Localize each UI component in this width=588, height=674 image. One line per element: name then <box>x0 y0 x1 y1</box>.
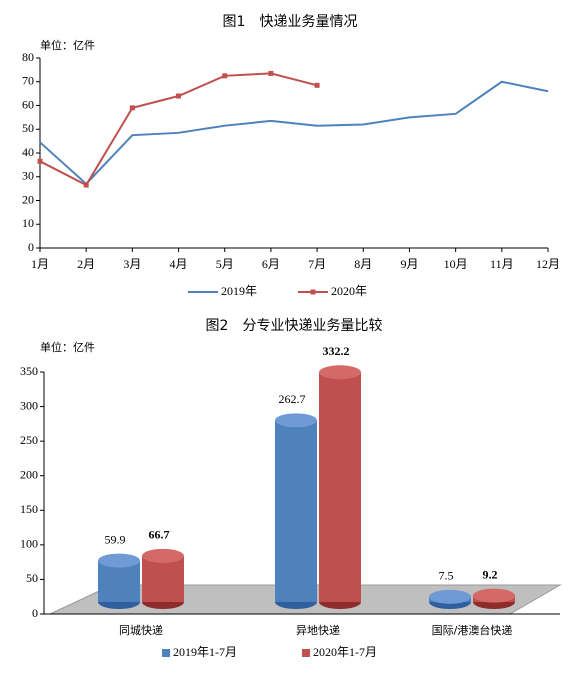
bar-top <box>473 588 515 603</box>
y-tick-label: 250 <box>20 433 38 447</box>
x-tick-label: 11月 <box>490 257 514 271</box>
y-tick-label: 80 <box>22 50 34 64</box>
legend-label: 2020年 <box>331 284 367 298</box>
x-tick-label: 9月 <box>400 257 418 271</box>
value-label: 262.7 <box>279 392 306 406</box>
bar-top <box>319 365 361 380</box>
unit-label: 单位：亿件 <box>40 340 95 354</box>
point <box>37 158 43 164</box>
y-tick-label: 150 <box>20 502 38 516</box>
point <box>268 70 274 76</box>
y-tick-label: 50 <box>22 121 34 135</box>
y-tick-label: 0 <box>28 240 34 254</box>
point <box>314 82 320 88</box>
value-label: 66.7 <box>149 528 170 542</box>
x-tick-label: 4月 <box>170 257 188 271</box>
x-tick-label: 1月 <box>31 257 49 271</box>
y-tick-label: 100 <box>20 537 38 551</box>
x-tick-label: 5月 <box>216 257 234 271</box>
legend-label: 2019年 <box>221 284 257 298</box>
bar-top <box>98 553 140 568</box>
legend-label: 2019年1-7月 <box>173 645 237 659</box>
bar-top <box>429 589 471 604</box>
x-tick-label: 7月 <box>308 257 326 271</box>
y-tick-label: 350 <box>20 364 38 378</box>
y-tick-label: 20 <box>22 192 34 206</box>
y-tick-label: 70 <box>22 74 34 88</box>
point <box>129 105 135 111</box>
value-label: 7.5 <box>439 569 454 583</box>
y-tick-label: 200 <box>20 467 38 481</box>
x-tick-label: 10月 <box>444 257 468 271</box>
x-tick-label: 12月 <box>536 257 560 271</box>
legend-label: 2020年1-7月 <box>313 645 377 659</box>
value-label: 332.2 <box>323 344 350 358</box>
unit-label: 单位：亿件 <box>40 38 95 52</box>
y-tick-label: 30 <box>22 169 34 183</box>
x-tick-label: 6月 <box>262 257 280 271</box>
x-tick-label: 国际/港澳台快递 <box>432 623 513 637</box>
value-label: 59.9 <box>105 532 126 546</box>
y-tick-label: 0 <box>32 606 38 620</box>
bar-top <box>275 413 317 428</box>
x-tick-label: 同城快递 <box>119 623 163 637</box>
bar <box>142 555 184 602</box>
y-tick-label: 40 <box>22 145 34 159</box>
chart-title: 图1 快递业务量情况 <box>223 14 358 30</box>
x-tick-label: 异地快递 <box>296 623 340 637</box>
legend-marker <box>310 289 316 295</box>
x-tick-label: 2月 <box>77 257 95 271</box>
bar-top <box>142 548 184 563</box>
y-tick-label: 300 <box>20 398 38 412</box>
legend-swatch <box>162 649 170 657</box>
x-tick-label: 3月 <box>123 257 141 271</box>
value-label: 9.2 <box>483 567 498 581</box>
x-tick-label: 8月 <box>354 257 372 271</box>
y-tick-label: 60 <box>22 97 34 111</box>
point <box>222 73 228 79</box>
bar <box>275 420 317 602</box>
series-line <box>39 80 549 186</box>
legend-swatch <box>302 649 310 657</box>
point <box>83 182 89 188</box>
point <box>176 93 182 99</box>
series-line <box>39 72 318 187</box>
y-tick-label: 10 <box>22 216 34 230</box>
bar <box>319 372 361 602</box>
y-tick-label: 50 <box>26 571 38 585</box>
chart-title: 图2 分专业快递业务量比较 <box>206 318 383 334</box>
